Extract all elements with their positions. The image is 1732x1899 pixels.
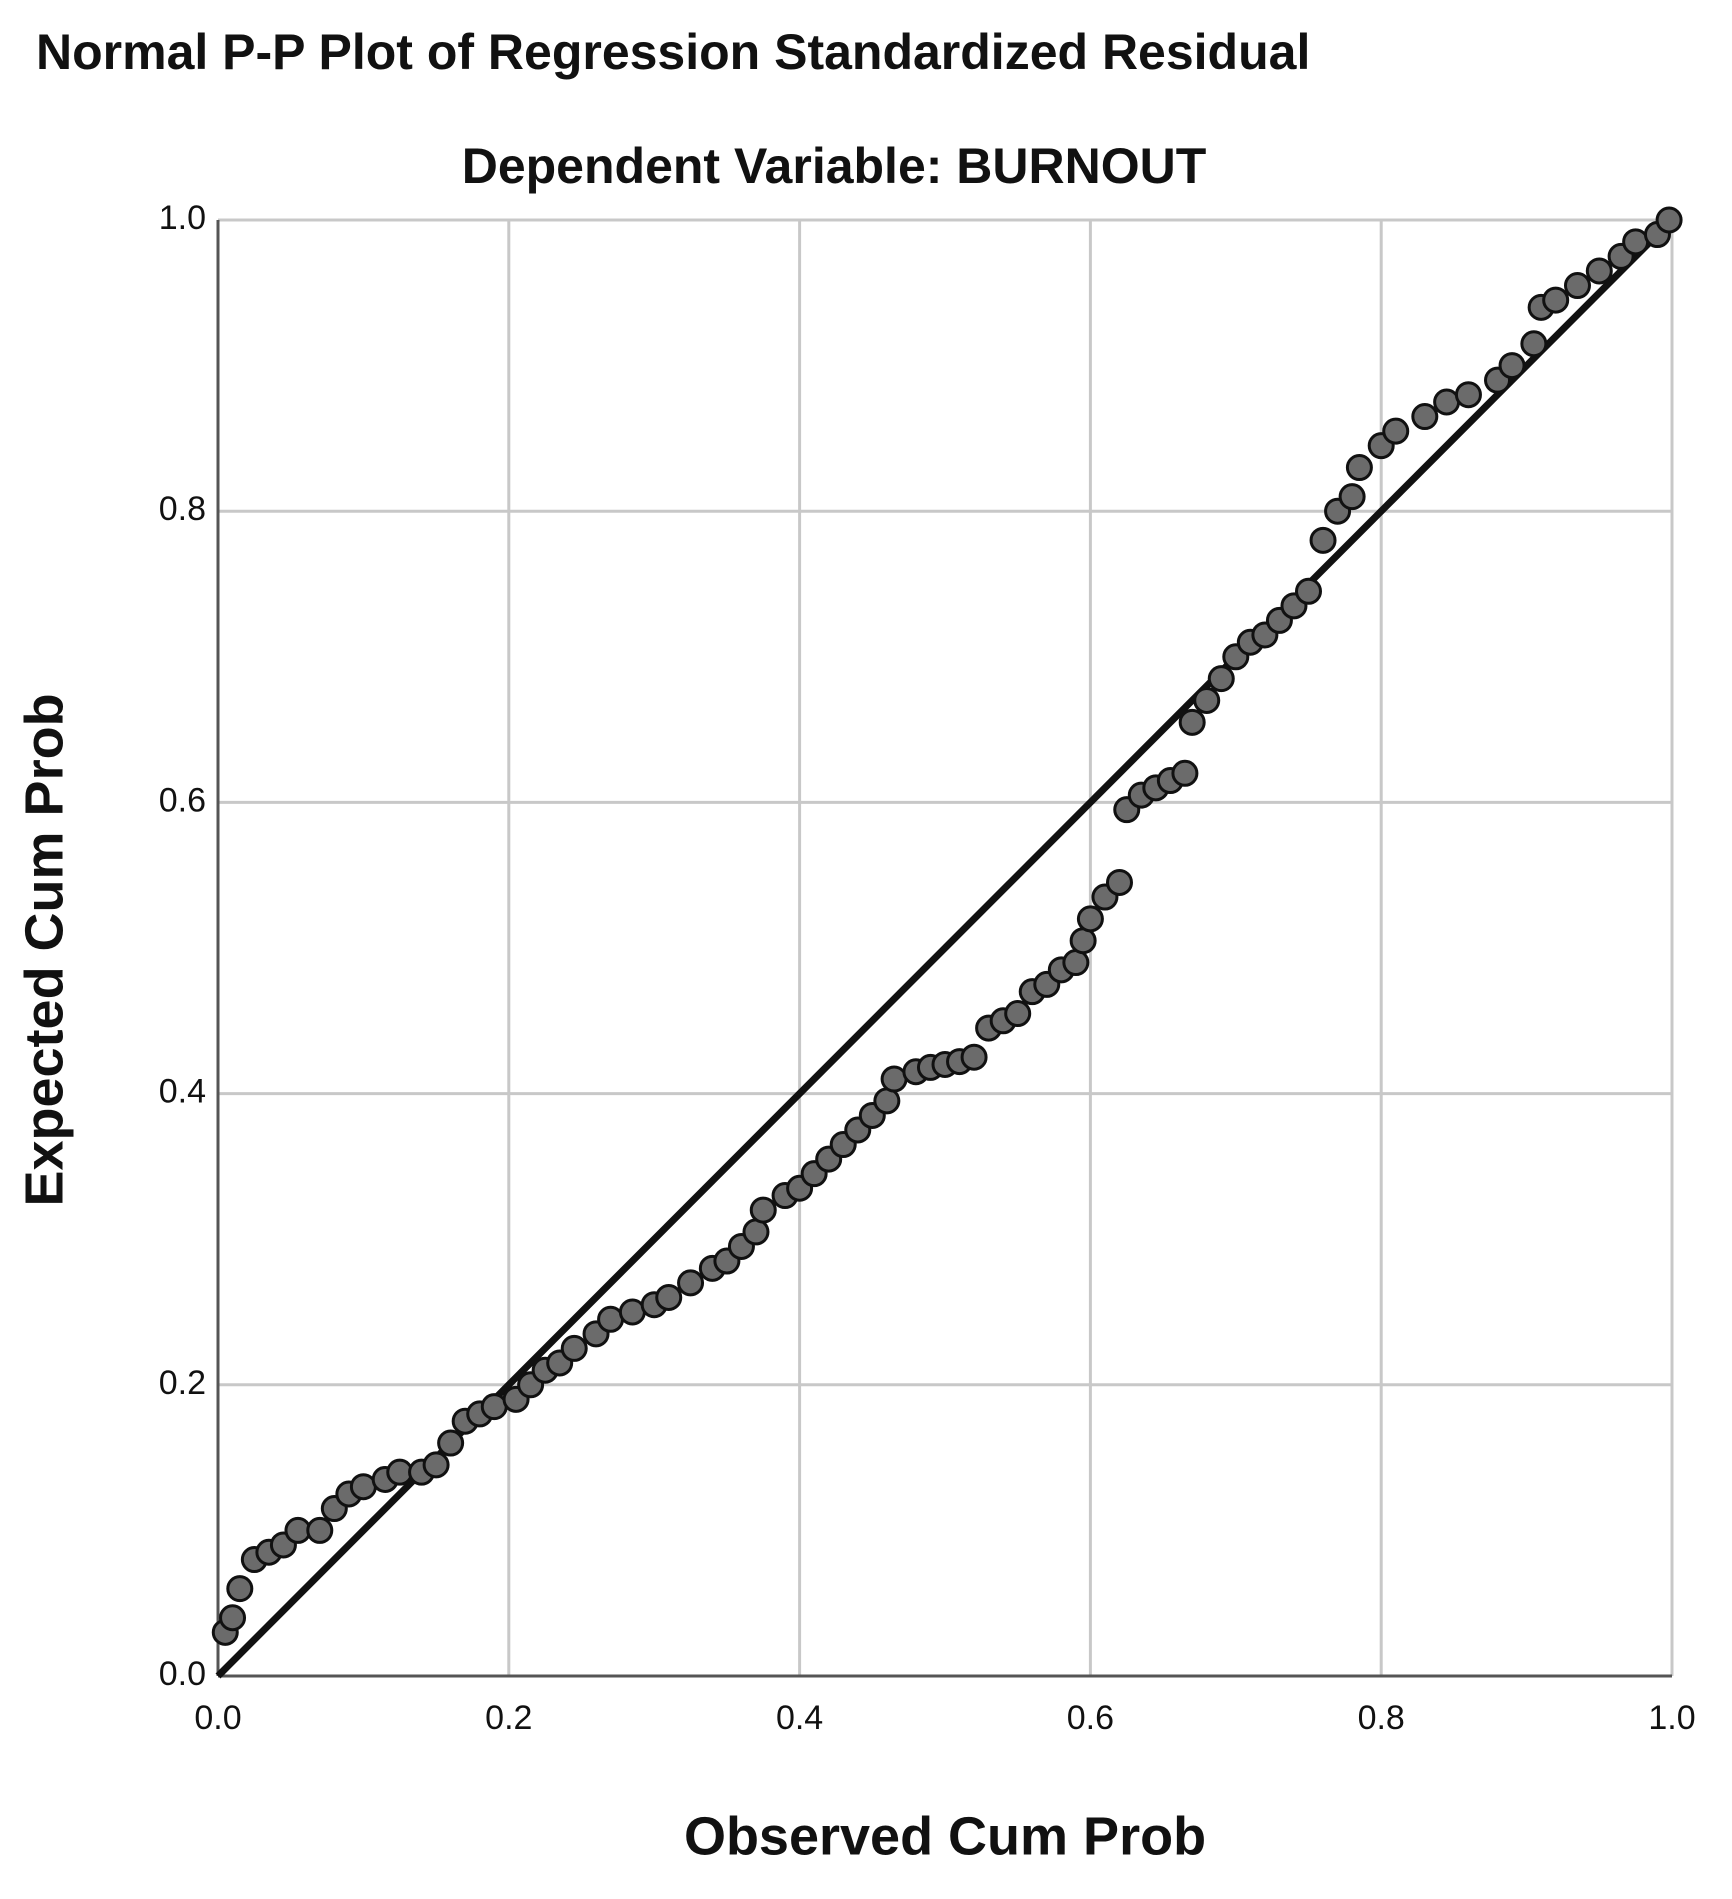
point [1295, 577, 1322, 605]
point [1498, 352, 1526, 380]
point [422, 1451, 450, 1479]
point [1309, 526, 1337, 554]
point [1411, 403, 1439, 431]
x-axis-title: Observed Cum Prob [684, 1806, 1206, 1866]
point [1382, 417, 1410, 445]
point [1520, 330, 1548, 358]
point [1585, 257, 1613, 285]
point [1655, 206, 1683, 234]
point [1345, 454, 1373, 482]
y-tick-label: 0.0 [159, 1655, 206, 1693]
y-tick-label: 0.2 [159, 1364, 206, 1402]
x-tick-label: 0.6 [1067, 1699, 1114, 1737]
y-tick-label: 0.8 [159, 490, 206, 528]
y-tick-label: 1.0 [159, 199, 206, 237]
y-tick-label: 0.4 [159, 1073, 206, 1111]
point [1207, 665, 1235, 693]
x-tick-label: 1.0 [1648, 1699, 1695, 1737]
point [1076, 905, 1104, 933]
point [219, 1604, 247, 1632]
point [1542, 286, 1570, 314]
x-tick-label: 0.4 [776, 1699, 823, 1737]
x-tick-label: 0.0 [194, 1699, 241, 1737]
point [306, 1516, 334, 1544]
x-tick-label: 0.2 [485, 1699, 532, 1737]
point [677, 1269, 705, 1297]
chart-title: Normal P-P Plot of Regression Standardiz… [36, 24, 1310, 80]
y-tick-label: 0.6 [159, 781, 206, 819]
point [1563, 272, 1591, 300]
point [226, 1575, 254, 1603]
point [1454, 381, 1482, 409]
point [960, 1043, 988, 1071]
x-tick-label: 0.8 [1358, 1699, 1405, 1737]
point [1105, 868, 1133, 896]
point [1338, 483, 1366, 511]
point [560, 1334, 588, 1362]
point [1193, 686, 1221, 714]
point [1178, 708, 1206, 736]
point [749, 1196, 777, 1224]
y-axis-title: Expected Cum Prob [14, 693, 74, 1206]
point [655, 1283, 683, 1311]
chart-subtitle: Dependent Variable: BURNOUT [462, 138, 1207, 194]
point [437, 1429, 465, 1457]
point [1004, 1000, 1032, 1028]
point [1171, 759, 1199, 787]
